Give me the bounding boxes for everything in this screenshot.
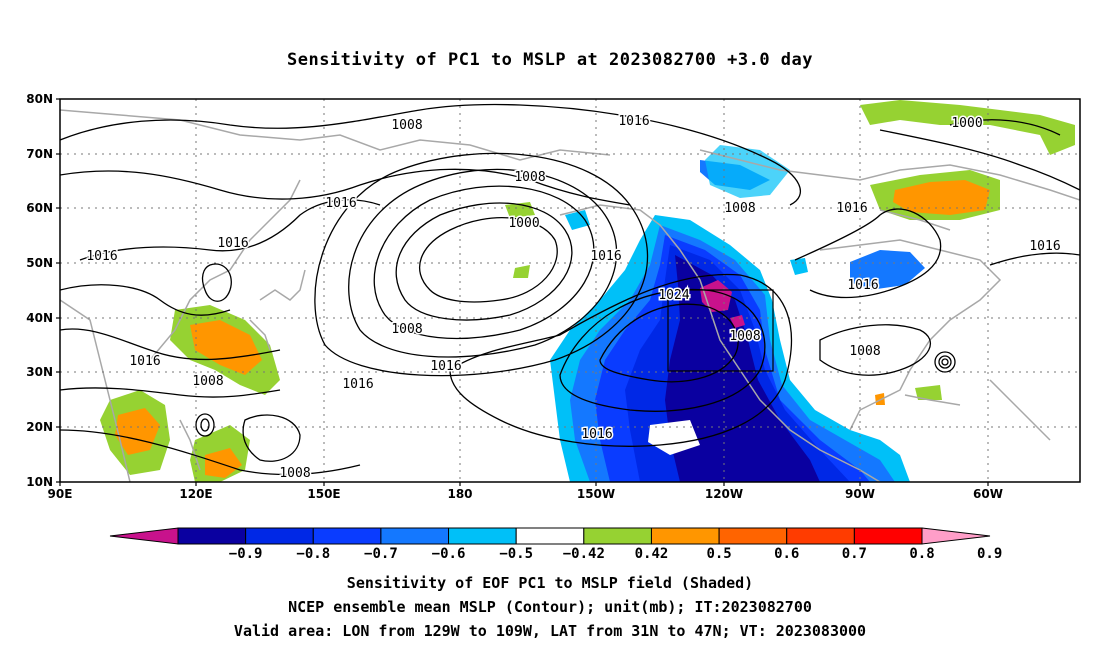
colorbar-tick-label: 0.7 xyxy=(842,546,867,562)
caption-line-1: Sensitivity of EOF PC1 to MSLP field (Sh… xyxy=(346,574,754,592)
contour-labels: 1008 1016 1008 1016 1000 1016 1016 1016 1016 1024… xyxy=(85,113,1062,483)
contour-label: 1008 xyxy=(279,466,310,481)
contour-label: 1016 xyxy=(836,201,867,216)
caption-line-3: Valid area: LON from 129W to 109W, LAT f… xyxy=(233,622,867,640)
colorbar-tick-label: 0.42 xyxy=(635,546,669,562)
colorbar-swatch xyxy=(312,527,382,545)
colorbar-tick-label: −0.5 xyxy=(499,546,533,562)
valid-area-box xyxy=(667,289,774,372)
lon-label: 90E xyxy=(48,487,73,501)
colorbar-tick-label: 0.6 xyxy=(774,546,799,562)
lat-lon-grid xyxy=(60,99,1080,482)
colorbar-tick-label: 0.5 xyxy=(706,546,731,562)
lat-axis-labels: 80N 70N 60N 50N 40N 30N 20N 10N xyxy=(26,92,53,489)
colorbar-tick-label: 0.8 xyxy=(909,546,934,562)
contour-label: 1008 xyxy=(391,118,422,133)
colorbar-tick-label: 0.9 xyxy=(977,546,1002,562)
colorbar-tick-label: −0.42 xyxy=(563,546,605,562)
contour-label: 1016 xyxy=(847,278,878,293)
contour-label: 1000 xyxy=(951,116,982,131)
contour-label: 1008 xyxy=(849,344,880,359)
colorbar-swatch xyxy=(786,527,855,545)
contour-label: 1000 xyxy=(508,216,539,231)
contour-label: 1016 xyxy=(430,359,461,374)
lat-label: 20N xyxy=(26,420,53,434)
contour-label: 1016 xyxy=(342,377,373,392)
contour-label: 1016 xyxy=(217,236,248,251)
contour-label: 1016 xyxy=(1029,239,1060,254)
lon-label: 120W xyxy=(705,487,743,501)
lat-label: 10N xyxy=(26,475,53,489)
colorbar-swatch xyxy=(380,527,450,545)
lon-label: 180 xyxy=(447,487,472,501)
lon-axis-labels: 90E 120E 150E 180 150W 120W 90W 60W xyxy=(48,487,1003,501)
lon-label: 60W xyxy=(973,487,1003,501)
lat-label: 40N xyxy=(26,311,53,325)
axis-ticks xyxy=(56,98,989,486)
map-frame xyxy=(59,98,1081,483)
lat-label: 60N xyxy=(26,201,53,215)
caption-line-2: NCEP ensemble mean MSLP (Contour); unit(… xyxy=(288,598,812,616)
colorbar-swatch xyxy=(853,527,923,545)
contour-label: 1016 xyxy=(590,249,621,264)
contour-label: 1008 xyxy=(514,170,545,185)
colorbar-tick-label: −0.9 xyxy=(229,546,263,562)
lat-label: 30N xyxy=(26,365,53,379)
contour-label: 1008 xyxy=(729,329,760,344)
coastlines xyxy=(60,109,1080,482)
lon-label: 150W xyxy=(577,487,615,501)
contour-label: 1008 xyxy=(724,201,755,216)
contour-label: 1016 xyxy=(86,249,117,264)
colorbar-swatch xyxy=(583,527,652,545)
contour-label: 1016 xyxy=(581,427,612,442)
lat-label: 80N xyxy=(26,92,53,106)
contour-label: 1016 xyxy=(618,114,649,129)
lon-label: 120E xyxy=(179,487,212,501)
colorbar-swatch xyxy=(448,527,517,545)
contour-label: 1024 xyxy=(658,288,689,303)
colorbar-tick-label: −0.6 xyxy=(432,546,466,562)
contour-label: 1016 xyxy=(129,354,160,369)
figure-title: Sensitivity of PC1 to MSLP at 2023082700… xyxy=(286,50,813,70)
colorbar-swatch xyxy=(650,527,720,545)
colorbar-swatch xyxy=(515,527,585,545)
contour-label: 1008 xyxy=(192,374,223,389)
contour-label: 1016 xyxy=(325,196,356,211)
contour-label: 1008 xyxy=(391,322,422,337)
colorbar-labels: −0.9 −0.8 −0.7 −0.6 −0.5 −0.42 0.42 0.5 0.6 0.7 0.… xyxy=(229,546,1003,562)
colorbar-swatch xyxy=(718,527,788,545)
colorbar-high-extension xyxy=(921,527,991,545)
lon-label: 150E xyxy=(307,487,340,501)
lon-label: 90W xyxy=(845,487,875,501)
mslp-contours xyxy=(60,103,1080,476)
colorbar-tick-label: −0.7 xyxy=(364,546,398,562)
lat-label: 50N xyxy=(26,256,53,270)
lat-label: 70N xyxy=(26,147,53,161)
colorbar xyxy=(109,527,991,545)
colorbar-swatch xyxy=(245,527,314,545)
colorbar-tick-label: −0.8 xyxy=(296,546,330,562)
colorbar-swatch xyxy=(177,527,247,545)
colorbar-low-extension xyxy=(109,527,179,545)
